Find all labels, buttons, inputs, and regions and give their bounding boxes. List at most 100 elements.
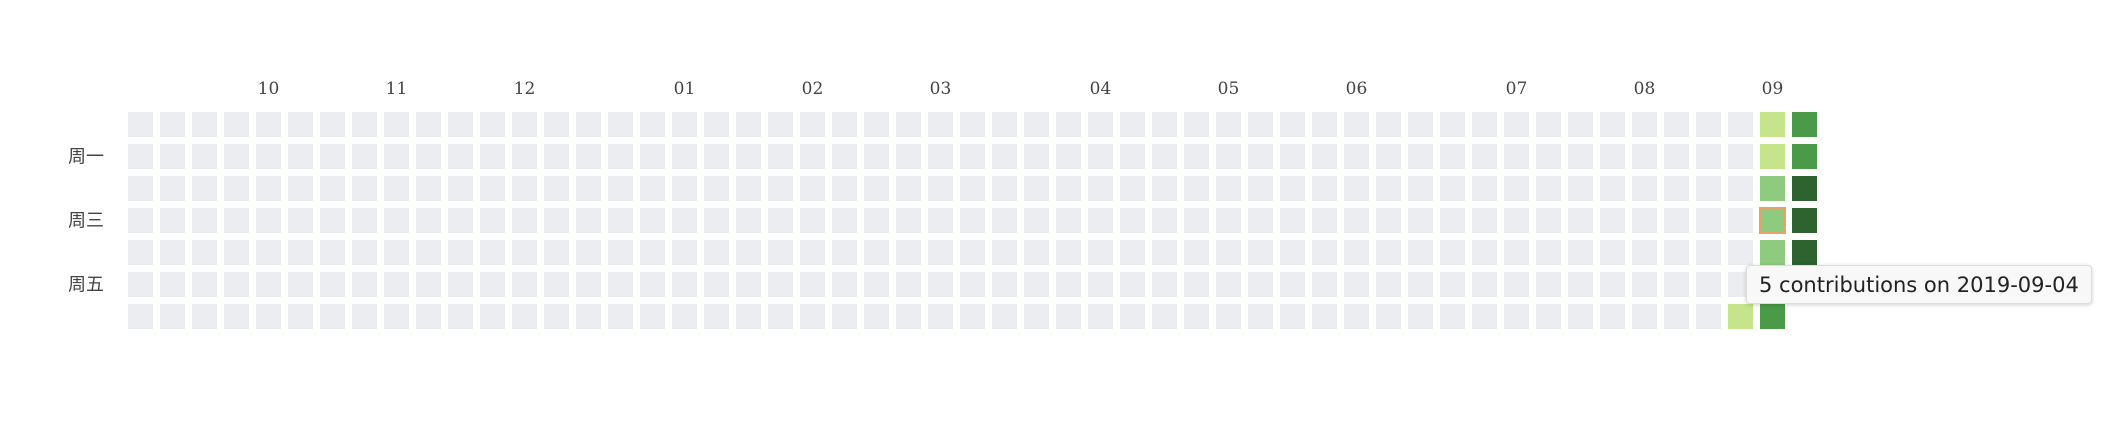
heatmap-cell-2019-08-07[interactable] bbox=[1632, 208, 1657, 233]
heatmap-cell-2019-02-20[interactable] bbox=[864, 208, 889, 233]
heatmap-cell-2019-03-07[interactable] bbox=[928, 240, 953, 265]
heatmap-cell-2019-05-06[interactable] bbox=[1216, 144, 1241, 169]
heatmap-cell-2019-03-10[interactable] bbox=[960, 112, 985, 137]
heatmap-cell-2018-12-31[interactable] bbox=[640, 144, 665, 169]
heatmap-cell-2019-03-06[interactable] bbox=[928, 208, 953, 233]
heatmap-cell-2019-08-17[interactable] bbox=[1664, 304, 1689, 329]
heatmap-cell-2018-10-13[interactable] bbox=[256, 304, 281, 329]
heatmap-cell-2018-11-09[interactable] bbox=[384, 272, 409, 297]
heatmap-cell-2019-03-22[interactable] bbox=[992, 272, 1017, 297]
heatmap-cell-2019-04-26[interactable] bbox=[1152, 272, 1177, 297]
heatmap-cell-2019-02-12[interactable] bbox=[832, 176, 857, 201]
heatmap-cell-2018-09-13[interactable] bbox=[128, 240, 153, 265]
heatmap-cell-2019-04-19[interactable] bbox=[1120, 272, 1145, 297]
heatmap-cell-2019-07-31[interactable] bbox=[1600, 208, 1625, 233]
heatmap-cell-2018-12-11[interactable] bbox=[544, 176, 569, 201]
heatmap-cell-2018-09-25[interactable] bbox=[192, 176, 217, 201]
heatmap-cell-2018-10-17[interactable] bbox=[288, 208, 313, 233]
heatmap-cell-2018-10-31[interactable] bbox=[352, 208, 377, 233]
heatmap-cell-2019-01-19[interactable] bbox=[704, 304, 729, 329]
heatmap-cell-2019-02-21[interactable] bbox=[864, 240, 889, 265]
heatmap-cell-2019-04-24[interactable] bbox=[1152, 208, 1177, 233]
heatmap-cell-2019-03-04[interactable] bbox=[928, 144, 953, 169]
heatmap-cell-2019-02-11[interactable] bbox=[832, 144, 857, 169]
heatmap-cell-2018-12-19[interactable] bbox=[576, 208, 601, 233]
heatmap-cell-2019-07-27[interactable] bbox=[1568, 304, 1593, 329]
heatmap-cell-2019-06-17[interactable] bbox=[1408, 144, 1433, 169]
heatmap-cell-2019-07-10[interactable] bbox=[1504, 208, 1529, 233]
heatmap-cell-2018-11-26[interactable] bbox=[480, 144, 505, 169]
heatmap-cell-2019-05-09[interactable] bbox=[1216, 240, 1241, 265]
heatmap-cell-2019-01-07[interactable] bbox=[672, 144, 697, 169]
heatmap-cell-2019-06-25[interactable] bbox=[1440, 176, 1465, 201]
heatmap-cell-2019-06-26[interactable] bbox=[1440, 208, 1465, 233]
heatmap-cell-2018-12-14[interactable] bbox=[544, 272, 569, 297]
heatmap-cell-2018-11-24[interactable] bbox=[448, 304, 473, 329]
heatmap-cell-2019-06-04[interactable] bbox=[1344, 176, 1369, 201]
heatmap-cell-2019-03-26[interactable] bbox=[1024, 176, 1049, 201]
heatmap-cell-2019-08-04[interactable] bbox=[1632, 112, 1657, 137]
heatmap-cell-2018-10-14[interactable] bbox=[288, 112, 313, 137]
heatmap-cell-2018-09-17[interactable] bbox=[160, 144, 185, 169]
heatmap-cell-2018-11-29[interactable] bbox=[480, 240, 505, 265]
heatmap-cell-2018-10-09[interactable] bbox=[256, 176, 281, 201]
heatmap-cell-2019-02-17[interactable] bbox=[864, 112, 889, 137]
heatmap-cell-2019-07-02[interactable] bbox=[1472, 176, 1497, 201]
heatmap-cell-2018-12-07[interactable] bbox=[512, 272, 537, 297]
heatmap-cell-2019-07-24[interactable] bbox=[1568, 208, 1593, 233]
heatmap-cell-2019-08-23[interactable] bbox=[1696, 272, 1721, 297]
heatmap-cell-2019-05-20[interactable] bbox=[1280, 144, 1305, 169]
heatmap-cell-2019-07-16[interactable] bbox=[1536, 176, 1561, 201]
heatmap-cell-2018-11-15[interactable] bbox=[416, 240, 441, 265]
heatmap-cell-2018-10-27[interactable] bbox=[320, 304, 345, 329]
heatmap-cell-2019-04-06[interactable] bbox=[1056, 304, 1081, 329]
heatmap-cell-2018-10-04[interactable] bbox=[224, 240, 249, 265]
heatmap-cell-2018-12-28[interactable] bbox=[608, 272, 633, 297]
heatmap-cell-2019-08-24[interactable] bbox=[1696, 304, 1721, 329]
heatmap-cell-2018-12-18[interactable] bbox=[576, 176, 601, 201]
heatmap-cell-2019-01-10[interactable] bbox=[672, 240, 697, 265]
heatmap-cell-2019-01-24[interactable] bbox=[736, 240, 761, 265]
heatmap-cell-2019-06-03[interactable] bbox=[1344, 144, 1369, 169]
heatmap-cell-2018-11-10[interactable] bbox=[384, 304, 409, 329]
heatmap-cell-2019-06-15[interactable] bbox=[1376, 304, 1401, 329]
heatmap-cell-2019-01-20[interactable] bbox=[736, 112, 761, 137]
heatmap-cell-2018-11-19[interactable] bbox=[448, 144, 473, 169]
heatmap-cell-2018-09-21[interactable] bbox=[160, 272, 185, 297]
heatmap-cell-2019-03-13[interactable] bbox=[960, 208, 985, 233]
heatmap-cell-2019-04-27[interactable] bbox=[1152, 304, 1177, 329]
heatmap-cell-2019-09-05[interactable] bbox=[1760, 240, 1785, 265]
heatmap-cell-2019-05-12[interactable] bbox=[1248, 112, 1273, 137]
heatmap-cell-2018-12-30[interactable] bbox=[640, 112, 665, 137]
heatmap-cell-2019-05-25[interactable] bbox=[1280, 304, 1305, 329]
heatmap-cell-2019-05-29[interactable] bbox=[1312, 208, 1337, 233]
heatmap-cell-2018-12-15[interactable] bbox=[544, 304, 569, 329]
heatmap-cell-2018-09-19[interactable] bbox=[160, 208, 185, 233]
heatmap-cell-2019-08-27[interactable] bbox=[1728, 176, 1753, 201]
heatmap-cell-2018-12-26[interactable] bbox=[608, 208, 633, 233]
heatmap-cell-2019-02-15[interactable] bbox=[832, 272, 857, 297]
heatmap-cell-2019-05-31[interactable] bbox=[1312, 272, 1337, 297]
heatmap-cell-2019-01-03[interactable] bbox=[640, 240, 665, 265]
heatmap-cell-2018-10-01[interactable] bbox=[224, 144, 249, 169]
heatmap-cell-2018-11-13[interactable] bbox=[416, 176, 441, 201]
heatmap-cell-2019-06-20[interactable] bbox=[1408, 240, 1433, 265]
heatmap-cell-2019-06-12[interactable] bbox=[1376, 208, 1401, 233]
heatmap-cell-2019-01-13[interactable] bbox=[704, 112, 729, 137]
heatmap-cell-2019-02-16[interactable] bbox=[832, 304, 857, 329]
heatmap-cell-2018-10-06[interactable] bbox=[224, 304, 249, 329]
heatmap-cell-2018-11-05[interactable] bbox=[384, 144, 409, 169]
heatmap-cell-2018-12-21[interactable] bbox=[576, 272, 601, 297]
heatmap-cell-2018-12-08[interactable] bbox=[512, 304, 537, 329]
heatmap-cell-2018-10-29[interactable] bbox=[352, 144, 377, 169]
heatmap-cell-2019-01-14[interactable] bbox=[704, 144, 729, 169]
heatmap-cell-2019-05-21[interactable] bbox=[1280, 176, 1305, 201]
heatmap-cell-2019-01-31[interactable] bbox=[768, 240, 793, 265]
heatmap-cell-2018-11-20[interactable] bbox=[448, 176, 473, 201]
heatmap-cell-2018-12-03[interactable] bbox=[512, 144, 537, 169]
heatmap-cell-2018-12-10[interactable] bbox=[544, 144, 569, 169]
heatmap-cell-2019-08-19[interactable] bbox=[1696, 144, 1721, 169]
heatmap-cell-2018-12-17[interactable] bbox=[576, 144, 601, 169]
heatmap-cell-2019-05-22[interactable] bbox=[1280, 208, 1305, 233]
heatmap-cell-2019-08-05[interactable] bbox=[1632, 144, 1657, 169]
